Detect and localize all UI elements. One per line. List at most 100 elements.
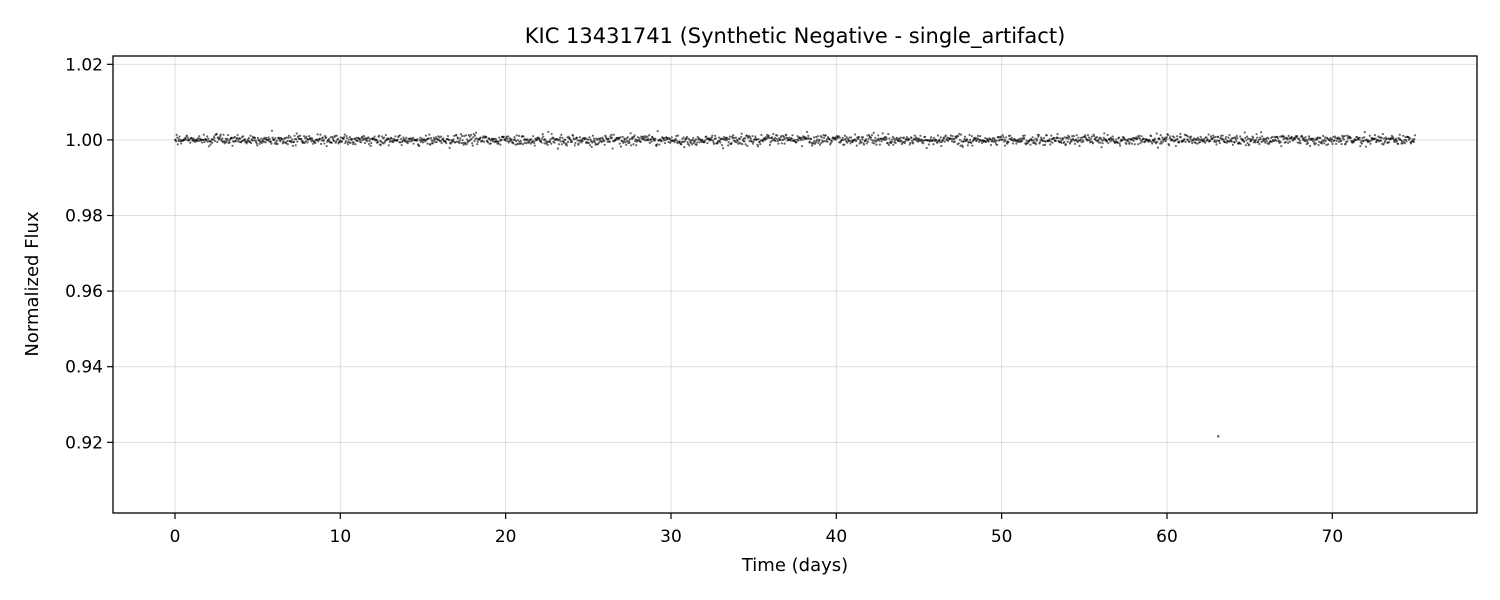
data-point bbox=[1258, 142, 1261, 146]
data-point bbox=[1246, 137, 1250, 140]
data-point bbox=[306, 141, 309, 144]
data-point bbox=[1293, 137, 1296, 141]
data-point bbox=[1184, 140, 1187, 144]
data-point bbox=[512, 142, 515, 145]
data-point bbox=[1231, 143, 1234, 146]
data-point bbox=[560, 143, 563, 146]
data-point bbox=[968, 133, 971, 136]
data-point bbox=[305, 135, 308, 138]
data-point bbox=[1404, 136, 1407, 139]
data-point bbox=[878, 139, 881, 142]
data-point bbox=[234, 139, 237, 143]
data-point bbox=[739, 142, 742, 145]
data-point bbox=[892, 137, 896, 140]
data-point bbox=[776, 134, 779, 137]
data-point bbox=[611, 147, 614, 150]
data-point bbox=[557, 143, 561, 146]
data-point bbox=[1138, 134, 1141, 137]
data-point bbox=[634, 140, 637, 143]
data-point bbox=[783, 142, 786, 145]
data-point bbox=[448, 146, 451, 149]
data-point bbox=[1183, 137, 1186, 141]
x-tick-label: 20 bbox=[495, 527, 517, 547]
data-point bbox=[808, 140, 812, 143]
data-point bbox=[489, 142, 492, 145]
data-point bbox=[970, 134, 973, 138]
data-point bbox=[1100, 146, 1103, 149]
data-point bbox=[1000, 135, 1003, 138]
data-point bbox=[442, 137, 445, 140]
data-point bbox=[1103, 132, 1106, 135]
data-point bbox=[1160, 140, 1163, 143]
data-point bbox=[1230, 140, 1233, 143]
data-point bbox=[588, 136, 591, 139]
data-point bbox=[919, 134, 922, 137]
data-point bbox=[379, 143, 382, 147]
data-point bbox=[785, 133, 788, 136]
data-point bbox=[995, 139, 998, 142]
data-point bbox=[908, 138, 911, 141]
data-point bbox=[941, 139, 945, 142]
data-point bbox=[212, 138, 215, 141]
data-point bbox=[355, 136, 358, 139]
data-point bbox=[1335, 139, 1338, 143]
data-point bbox=[978, 140, 981, 143]
data-point bbox=[1034, 137, 1037, 140]
data-point bbox=[440, 141, 443, 145]
y-tick-label: 0.92 bbox=[65, 433, 103, 453]
data-point bbox=[440, 135, 443, 138]
data-point bbox=[1066, 140, 1069, 143]
data-point bbox=[1257, 140, 1260, 143]
data-point bbox=[237, 140, 240, 143]
data-point bbox=[806, 130, 809, 134]
data-point bbox=[462, 143, 465, 147]
data-point bbox=[1337, 136, 1340, 139]
data-point bbox=[174, 138, 177, 141]
data-point bbox=[1276, 137, 1280, 140]
data-point bbox=[939, 141, 942, 144]
data-point bbox=[406, 139, 409, 143]
data-point bbox=[1155, 132, 1158, 135]
data-point bbox=[685, 137, 688, 140]
data-point bbox=[267, 136, 270, 139]
data-point bbox=[467, 134, 470, 137]
data-point bbox=[515, 134, 518, 137]
data-point bbox=[1334, 142, 1338, 146]
data-point bbox=[675, 139, 678, 142]
data-point bbox=[548, 140, 552, 143]
data-point bbox=[1161, 136, 1164, 139]
data-point bbox=[494, 137, 497, 141]
data-point bbox=[1306, 140, 1309, 143]
data-point bbox=[631, 137, 634, 140]
data-point bbox=[1196, 136, 1199, 139]
data-point bbox=[634, 138, 637, 141]
data-point bbox=[838, 136, 841, 139]
data-point bbox=[932, 136, 936, 140]
data-point bbox=[1384, 139, 1387, 143]
data-point bbox=[264, 141, 267, 144]
data-point bbox=[514, 143, 517, 146]
data-point bbox=[1056, 136, 1060, 140]
data-point bbox=[228, 141, 231, 144]
data-point bbox=[1234, 137, 1237, 140]
data-point bbox=[451, 140, 455, 143]
data-point bbox=[1248, 137, 1251, 141]
data-point bbox=[993, 138, 997, 142]
data-point bbox=[389, 139, 392, 142]
data-point bbox=[716, 142, 719, 145]
data-point bbox=[762, 140, 765, 143]
data-point bbox=[289, 136, 292, 139]
data-point bbox=[458, 141, 461, 144]
data-point bbox=[790, 137, 794, 140]
data-point bbox=[1050, 134, 1053, 137]
data-point bbox=[892, 143, 895, 146]
data-point bbox=[727, 144, 730, 147]
data-point bbox=[857, 135, 861, 138]
data-point bbox=[1250, 138, 1254, 141]
data-point bbox=[1185, 134, 1188, 137]
data-point bbox=[859, 139, 862, 142]
data-point bbox=[575, 136, 579, 139]
data-point bbox=[209, 143, 212, 146]
data-point bbox=[378, 134, 381, 137]
data-point bbox=[1362, 139, 1365, 143]
